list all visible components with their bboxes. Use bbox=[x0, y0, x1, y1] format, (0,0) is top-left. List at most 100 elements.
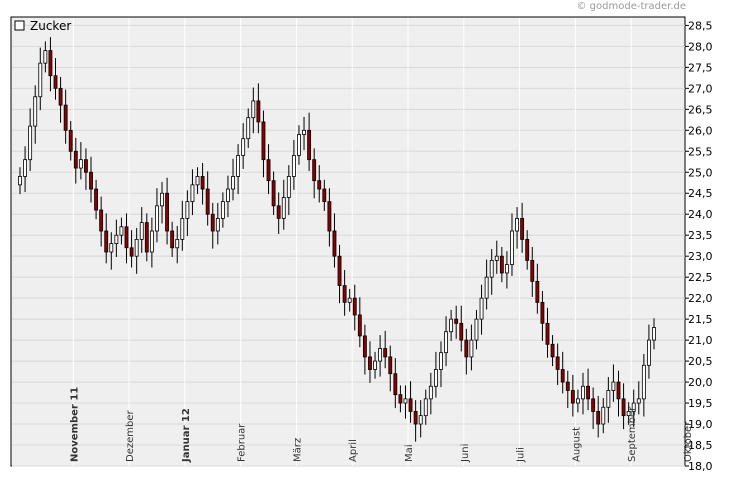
candle bbox=[281, 179, 286, 230]
candle bbox=[215, 202, 220, 245]
candle-body bbox=[129, 247, 134, 257]
y-tick-label: 19,5 bbox=[688, 397, 713, 410]
candle bbox=[586, 368, 590, 411]
candle bbox=[525, 230, 530, 270]
candle bbox=[418, 400, 423, 438]
candle bbox=[616, 370, 621, 417]
candle bbox=[89, 156, 93, 203]
candle bbox=[550, 335, 555, 367]
candle-body bbox=[104, 230, 109, 253]
candle-body bbox=[398, 394, 403, 404]
candle-body bbox=[525, 239, 530, 261]
candle-body bbox=[388, 356, 393, 375]
y-tick-label: 19,0 bbox=[688, 418, 713, 431]
candle-body bbox=[464, 339, 469, 358]
candle-body bbox=[170, 230, 175, 249]
candle bbox=[195, 167, 200, 195]
candle-body bbox=[281, 197, 286, 219]
candle bbox=[149, 217, 154, 268]
candle bbox=[226, 175, 230, 218]
y-axis: 18,0 18,5 19,0 19,5 20,0 20,5 21,0 21,5 22,0 22,5… bbox=[685, 19, 713, 473]
x-tick-label: August bbox=[571, 427, 582, 462]
candle bbox=[78, 142, 83, 180]
candle bbox=[591, 387, 596, 430]
candle-body bbox=[307, 129, 312, 161]
candle-body bbox=[38, 62, 43, 98]
candle-body bbox=[251, 100, 256, 119]
candle bbox=[327, 188, 332, 247]
candle bbox=[393, 358, 398, 409]
candle-body bbox=[276, 205, 281, 219]
candle bbox=[530, 246, 535, 297]
candle bbox=[104, 213, 109, 264]
candle-body bbox=[73, 150, 78, 169]
candle bbox=[388, 345, 393, 392]
candle bbox=[160, 181, 164, 224]
candle-body bbox=[357, 314, 362, 337]
candle-body bbox=[489, 259, 494, 278]
candle-body bbox=[236, 155, 241, 177]
candle bbox=[433, 351, 438, 398]
candle-body bbox=[43, 50, 48, 64]
legend-label: Zucker bbox=[30, 19, 71, 33]
candle-body bbox=[641, 364, 646, 400]
candle-body bbox=[403, 398, 408, 404]
candle bbox=[271, 171, 276, 216]
candle bbox=[119, 217, 124, 245]
candle-body bbox=[144, 222, 149, 253]
candle-body bbox=[469, 339, 474, 358]
candle-body bbox=[428, 385, 433, 400]
candle-body bbox=[180, 218, 185, 240]
y-tick-label: 25,0 bbox=[688, 166, 713, 179]
candle-body bbox=[652, 327, 656, 341]
candle-body bbox=[23, 159, 27, 177]
candle bbox=[286, 165, 291, 216]
y-tick-label: 25,5 bbox=[688, 145, 713, 158]
candle bbox=[652, 318, 656, 350]
candle bbox=[484, 259, 489, 310]
candle bbox=[94, 179, 99, 220]
y-tick-label: 26,0 bbox=[688, 124, 713, 137]
candle-body bbox=[195, 176, 200, 186]
candle-body bbox=[342, 285, 347, 303]
candle-body bbox=[210, 213, 215, 232]
y-tick-label: 28,5 bbox=[688, 19, 713, 32]
candle-body bbox=[520, 218, 525, 240]
candle bbox=[545, 307, 550, 358]
y-tick-label: 28,0 bbox=[688, 40, 713, 53]
candle-body bbox=[53, 75, 58, 89]
candle bbox=[246, 108, 251, 148]
candle bbox=[297, 125, 301, 165]
candle bbox=[200, 163, 205, 205]
candle bbox=[423, 389, 428, 425]
candle-body bbox=[200, 176, 205, 190]
candle-body bbox=[570, 390, 575, 404]
y-tick-label: 23,0 bbox=[688, 250, 713, 263]
legend-swatch bbox=[14, 20, 25, 31]
candle bbox=[575, 389, 580, 413]
candle-body bbox=[160, 192, 164, 207]
candle bbox=[322, 179, 327, 211]
candle-body bbox=[550, 343, 555, 358]
candle bbox=[520, 202, 525, 253]
candle bbox=[601, 398, 606, 434]
candle-body bbox=[484, 276, 489, 299]
candle bbox=[165, 177, 170, 245]
candle bbox=[565, 370, 570, 409]
candle bbox=[312, 148, 317, 199]
candle bbox=[373, 351, 377, 379]
candle-body bbox=[408, 398, 413, 412]
candle bbox=[53, 58, 58, 100]
candle bbox=[261, 110, 266, 178]
candle bbox=[139, 207, 144, 253]
candle bbox=[48, 37, 53, 92]
candle-body bbox=[540, 301, 545, 324]
candle-body bbox=[616, 381, 621, 400]
y-tick-label: 27,5 bbox=[688, 61, 713, 74]
y-tick-label: 20,5 bbox=[688, 355, 713, 368]
candle bbox=[636, 381, 641, 415]
candle-body bbox=[226, 188, 230, 203]
candle bbox=[170, 221, 175, 258]
candle bbox=[489, 249, 494, 295]
